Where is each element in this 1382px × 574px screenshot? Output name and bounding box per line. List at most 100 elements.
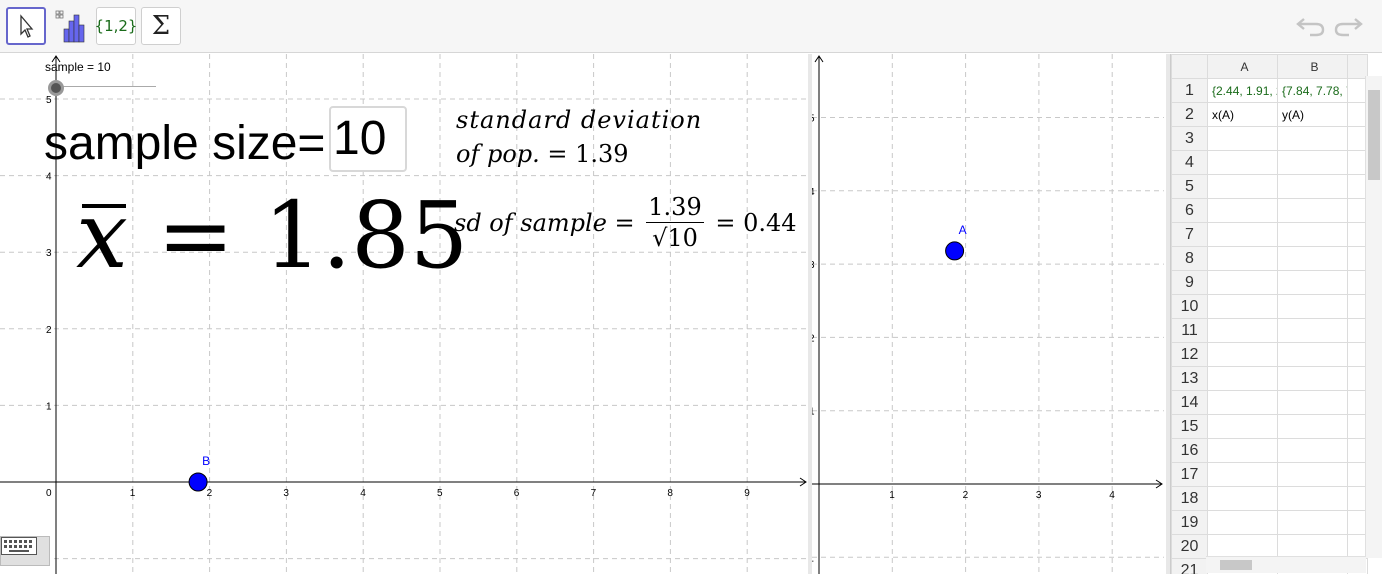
row-header[interactable]: 5 <box>1171 174 1208 199</box>
vertical-scroll-thumb[interactable] <box>1368 90 1380 180</box>
cell-a9[interactable] <box>1207 270 1278 295</box>
row-header[interactable]: 12 <box>1171 342 1208 367</box>
cell-a7[interactable] <box>1207 222 1278 247</box>
spreadsheet-corner[interactable] <box>1171 54 1208 79</box>
keyboard-icon <box>1 537 37 555</box>
cell-a4[interactable] <box>1207 150 1278 175</box>
cell-a3[interactable] <box>1207 126 1278 151</box>
view-divider-2[interactable] <box>1166 54 1170 574</box>
view-divider-1[interactable] <box>808 54 812 574</box>
cell-a20[interactable] <box>1207 534 1278 559</box>
cell-a19[interactable] <box>1207 510 1278 535</box>
g1-x-tick-label: 0 <box>46 488 52 499</box>
sum-button[interactable]: Σ <box>141 7 181 45</box>
cell-b5[interactable] <box>1277 174 1348 199</box>
row-header[interactable]: 19 <box>1171 510 1208 535</box>
cell-b1[interactable]: {7.84, 7.78, 7 <box>1277 78 1348 103</box>
cell-a11[interactable] <box>1207 318 1278 343</box>
cell-b8[interactable] <box>1277 246 1348 271</box>
horizontal-scroll-thumb[interactable] <box>1220 560 1252 570</box>
slider-knob[interactable] <box>48 80 64 96</box>
cell-b11[interactable] <box>1277 318 1348 343</box>
column-header-a[interactable]: A <box>1207 54 1278 79</box>
cell-b4[interactable] <box>1277 150 1348 175</box>
graphics-view-2[interactable]: 1 2 3 4 -1 1 2 3 4 5 A <box>812 54 1168 574</box>
point-b[interactable] <box>188 472 208 492</box>
cell-b20[interactable] <box>1277 534 1348 559</box>
sample-size-input[interactable]: 10 <box>329 106 407 172</box>
cell-a18[interactable] <box>1207 486 1278 511</box>
spreadsheet-horizontal-scrollbar[interactable] <box>1206 556 1366 573</box>
spreadsheet-view[interactable]: A B 1 {2.44, 1.91, 2 {7.84, 7.78, 7 2 x(A) y(… <box>1170 54 1382 574</box>
spreadsheet-row: 10 <box>1171 294 1368 319</box>
cell-b14[interactable] <box>1277 390 1348 415</box>
row-header[interactable]: 8 <box>1171 246 1208 271</box>
g2-y-tick-label: -1 <box>812 553 814 564</box>
g1-x-axis-arrow <box>799 477 807 487</box>
cell-a10[interactable] <box>1207 294 1278 319</box>
cell-b15[interactable] <box>1277 414 1348 439</box>
cell-a6[interactable] <box>1207 198 1278 223</box>
create-list-button[interactable]: {1,2} <box>95 7 137 45</box>
cell-b9[interactable] <box>1277 270 1348 295</box>
bar-histogram-icon <box>55 10 85 43</box>
slider-track[interactable] <box>56 86 156 87</box>
g2-y-tick-label: 2 <box>812 333 815 344</box>
cell-b19[interactable] <box>1277 510 1348 535</box>
column-header-b[interactable]: B <box>1277 54 1348 79</box>
cell-a1[interactable]: {2.44, 1.91, 2 <box>1207 78 1278 103</box>
g1-y-tick-label: 5 <box>46 95 52 106</box>
cell-b3[interactable] <box>1277 126 1348 151</box>
row-header[interactable]: 1 <box>1171 78 1208 103</box>
cell-a5[interactable] <box>1207 174 1278 199</box>
cell-b17[interactable] <box>1277 462 1348 487</box>
cell-a8[interactable] <box>1207 246 1278 271</box>
cell-a12[interactable] <box>1207 342 1278 367</box>
row-header[interactable]: 11 <box>1171 318 1208 343</box>
row-header[interactable]: 18 <box>1171 486 1208 511</box>
row-header[interactable]: 21 <box>1171 558 1208 574</box>
cell-a13[interactable] <box>1207 366 1278 391</box>
cell-b12[interactable] <box>1277 342 1348 367</box>
row-header[interactable]: 4 <box>1171 150 1208 175</box>
row-header[interactable]: 15 <box>1171 414 1208 439</box>
cell-a16[interactable] <box>1207 438 1278 463</box>
graphics-view-1[interactable]: 0 1 2 3 4 5 6 7 8 9 1 2 3 4 5 B sample = 10 sample size… <box>0 54 808 574</box>
cell-b2[interactable]: y(A) <box>1277 102 1348 127</box>
point-a[interactable] <box>945 241 965 261</box>
undo-button[interactable] <box>1294 10 1328 40</box>
cell-b10[interactable] <box>1277 294 1348 319</box>
row-header[interactable]: 2 <box>1171 102 1208 127</box>
cell-b6[interactable] <box>1277 198 1348 223</box>
sd-sample-label: sd of sample <box>454 208 607 237</box>
cell-a14[interactable] <box>1207 390 1278 415</box>
row-header[interactable]: 9 <box>1171 270 1208 295</box>
g1-x-tick-label: 7 <box>591 488 597 499</box>
row-header[interactable]: 14 <box>1171 390 1208 415</box>
row-header[interactable]: 10 <box>1171 294 1208 319</box>
virtual-keyboard-button[interactable] <box>0 536 50 566</box>
spreadsheet-vertical-scrollbar[interactable] <box>1365 76 1382 558</box>
spreadsheet-row: 20 <box>1171 534 1368 559</box>
cell-b18[interactable] <box>1277 486 1348 511</box>
column-header-c[interactable] <box>1347 54 1368 79</box>
one-variable-analysis-button[interactable] <box>51 7 91 45</box>
row-header[interactable]: 7 <box>1171 222 1208 247</box>
cell-b7[interactable] <box>1277 222 1348 247</box>
sample-size-label: sample size= <box>44 117 326 170</box>
row-header[interactable]: 6 <box>1171 198 1208 223</box>
row-header[interactable]: 16 <box>1171 438 1208 463</box>
move-tool-button[interactable] <box>6 7 46 45</box>
row-header[interactable]: 3 <box>1171 126 1208 151</box>
g1-x-tick-label: 5 <box>437 488 443 499</box>
cell-a2[interactable]: x(A) <box>1207 102 1278 127</box>
row-header[interactable]: 17 <box>1171 462 1208 487</box>
cell-a15[interactable] <box>1207 414 1278 439</box>
cell-b16[interactable] <box>1277 438 1348 463</box>
redo-button[interactable] <box>1331 10 1365 40</box>
row-header[interactable]: 20 <box>1171 534 1208 559</box>
row-header[interactable]: 13 <box>1171 366 1208 391</box>
cell-a17[interactable] <box>1207 462 1278 487</box>
sd-sample-result: = 0.44 <box>707 208 797 237</box>
cell-b13[interactable] <box>1277 366 1348 391</box>
